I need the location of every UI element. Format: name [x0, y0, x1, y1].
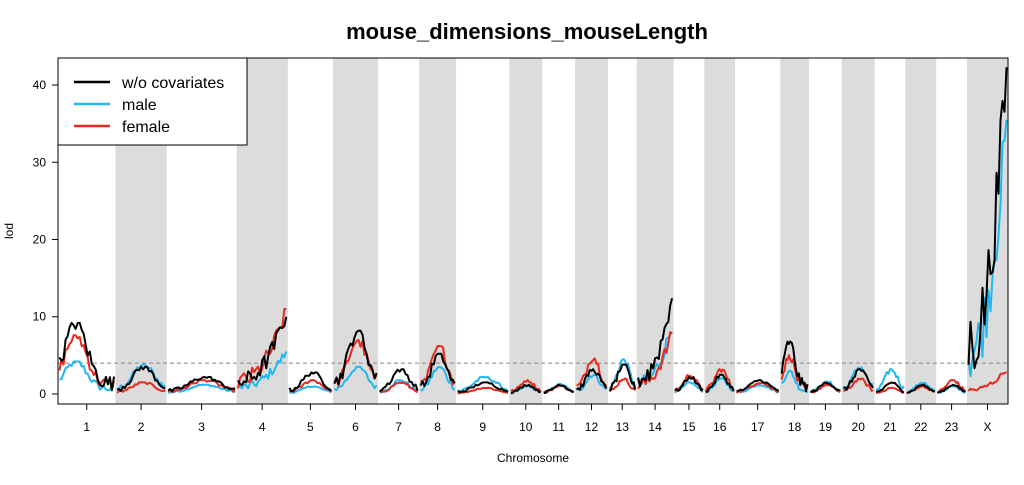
- x-tick-label-chr-21: 21: [883, 420, 897, 434]
- series-w-o-covariates-chr-17: [736, 379, 780, 392]
- series-female-chr-16: [704, 368, 735, 392]
- series-w-o-covariates-chr-22: [906, 383, 936, 394]
- series-female-chr-2: [116, 381, 166, 394]
- x-tick-label-chr-9: 9: [479, 420, 486, 434]
- y-tick-label: 40: [33, 78, 47, 92]
- series-w-o-covariates-chr-1: [58, 321, 115, 392]
- chromosome-bands: [115, 58, 1008, 404]
- series-male-chr-1: [59, 360, 115, 392]
- series-w-o-covariates-chr-7: [379, 368, 419, 393]
- legend-label-w-o-covariates: w/o covariates: [121, 75, 224, 92]
- series-male-chr-14: [637, 331, 673, 386]
- x-tick-label-chr-13: 13: [616, 420, 630, 434]
- x-tick-label-chr-17: 17: [751, 420, 765, 434]
- x-tick-label-chr-22: 22: [914, 420, 928, 434]
- series-w-o-covariates-chr-21: [875, 381, 905, 394]
- x-tick-label-chr-4: 4: [259, 420, 266, 434]
- series-w-o-covariates-chr-3: [167, 376, 236, 393]
- legend-label-male: male: [122, 97, 157, 114]
- series-w-o-covariates-chr-14: [637, 298, 674, 388]
- x-tick-label-chr-19: 19: [819, 420, 833, 434]
- series-w-o-covariates-chr-4: [237, 316, 288, 386]
- series-w-o-covariates-chr-10: [510, 383, 541, 395]
- y-tick-label: 20: [33, 232, 47, 246]
- series-male-chr-5: [289, 385, 332, 394]
- series-w-o-covariates-chr-9: [457, 381, 509, 394]
- series-w-o-covariates-chr-8: [419, 352, 456, 387]
- series-female-chr-X: [967, 371, 1007, 392]
- series-male-chr-21: [876, 368, 905, 391]
- x-tick-label-chr-1: 1: [83, 420, 90, 434]
- band-chr-14: [636, 58, 674, 404]
- x-tick-label-chr-5: 5: [307, 420, 314, 434]
- series-w-o-covariates-chr-23: [936, 383, 966, 394]
- y-axis: 0 10 20 30 40: [33, 78, 58, 401]
- x-tick-label-chr-16: 16: [713, 420, 727, 434]
- series-female-chr-10: [510, 379, 542, 393]
- x-tick-label-chr-3: 3: [198, 420, 205, 434]
- x-tick-label-chr-11: 11: [552, 420, 565, 434]
- legend-box: [57, 57, 248, 146]
- series-w-o-covariates-chr-13: [609, 363, 637, 392]
- series-male-chr-X: [967, 119, 1008, 378]
- series-w-o-covariates-chr-12: [575, 368, 608, 391]
- series-male-chr-12: [576, 373, 607, 392]
- series-male-chr-18: [780, 369, 809, 394]
- chart-title: mouse_dimensions_mouseLength: [346, 19, 708, 44]
- y-axis-label: lod: [2, 223, 16, 239]
- series-male-chr-9: [457, 376, 509, 392]
- series-w-o-covariates-chr-18: [780, 340, 809, 393]
- y-tick-label: 30: [33, 155, 47, 169]
- x-tick-label-chr-6: 6: [352, 420, 359, 434]
- y-tick-label: 10: [33, 310, 47, 324]
- x-tick-label-chr-X: X: [983, 420, 991, 434]
- x-tick-label-chr-8: 8: [434, 420, 441, 434]
- band-chr-8: [419, 58, 457, 404]
- series-male-chr-6: [333, 365, 378, 392]
- plot-frame: [57, 57, 1009, 405]
- series-w-o-covariates-chr-20: [843, 368, 874, 391]
- x-tick-label-chr-2: 2: [138, 420, 145, 434]
- y-tick-label: 0: [39, 387, 46, 401]
- series-lines: [58, 67, 1008, 395]
- series-male-chr-17: [736, 384, 780, 394]
- series-w-o-covariates-chr-19: [810, 381, 841, 393]
- band-chr-20: [841, 58, 875, 404]
- x-tick-label-chr-14: 14: [648, 420, 662, 434]
- series-female-chr-13: [608, 377, 636, 393]
- x-tick-label-chr-23: 23: [945, 420, 959, 434]
- series-w-o-covariates-chr-2: [116, 365, 166, 392]
- x-tick-label-chr-12: 12: [585, 420, 599, 434]
- x-tick-label-chr-18: 18: [788, 420, 802, 434]
- x-axis-label: Chromosome: [497, 451, 569, 465]
- band-chr-12: [575, 58, 608, 404]
- legend-label-female: female: [122, 119, 170, 136]
- series-w-o-covariates-chr-X: [967, 67, 1008, 370]
- series-w-o-covariates-chr-11: [543, 383, 575, 394]
- x-axis: 1 2 3 4 5 6 7 8 9 10 11 12 13 14 15 16 17 18 19 20 21 22 23 X: [83, 404, 991, 434]
- band-chr-10: [509, 58, 543, 404]
- band-chr-6: [332, 58, 379, 404]
- band-chr-22: [905, 58, 937, 404]
- series-male-chr-4: [237, 351, 288, 390]
- x-tick-label-chr-7: 7: [395, 420, 402, 434]
- band-chr-18: [780, 58, 809, 404]
- series-w-o-covariates-chr-16: [705, 373, 735, 394]
- series-w-o-covariates-chr-15: [674, 376, 704, 392]
- x-tick-label-chr-15: 15: [682, 420, 696, 434]
- band-chr-16: [704, 58, 736, 404]
- legend: w/o covariates male female: [57, 57, 248, 146]
- series-female-chr-7: [379, 381, 419, 394]
- x-tick-label-chr-10: 10: [519, 420, 533, 434]
- series-w-o-covariates-chr-6: [333, 329, 378, 386]
- x-tick-label-chr-20: 20: [852, 420, 866, 434]
- series-female-chr-21: [876, 386, 905, 394]
- series-male-chr-3: [168, 383, 236, 394]
- series-w-o-covariates-chr-5: [288, 371, 332, 392]
